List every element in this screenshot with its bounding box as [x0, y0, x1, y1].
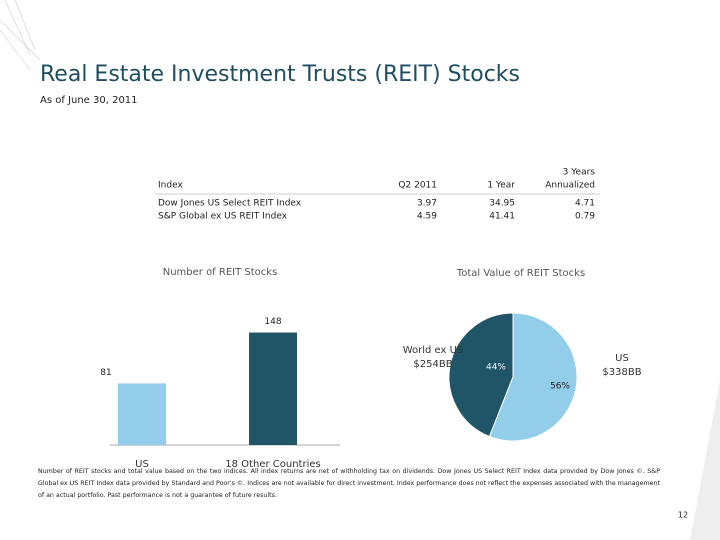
pie-slice — [448, 312, 514, 438]
table-cell: 3.97 — [417, 199, 437, 209]
amount-label: $338BB — [602, 367, 641, 378]
chart-title: Total Value of REIT Stocks — [456, 268, 585, 279]
category-label: US — [615, 353, 629, 364]
table-cell: 41.41 — [489, 212, 515, 222]
table-cell: 4.59 — [417, 212, 437, 222]
value-label: 56% — [550, 382, 570, 392]
amount-label: $254BB — [413, 359, 452, 370]
footnote: Number of REIT stocks and total value ba… — [38, 468, 660, 499]
column-header: 3 Years — [563, 168, 596, 178]
corner-shade — [690, 380, 720, 540]
column-header: Index — [158, 181, 183, 191]
chart-title: Number of REIT Stocks — [163, 267, 278, 278]
table-cell: 34.95 — [489, 199, 515, 209]
column-header: Annualized — [545, 181, 595, 191]
bar — [118, 383, 166, 445]
subtitle: As of June 30, 2011 — [40, 95, 138, 106]
corner-rays — [0, 0, 41, 71]
table-cell: S&P Global ex US REIT Index — [158, 212, 288, 222]
table-cell: 0.79 — [575, 212, 595, 222]
pie-slice — [488, 312, 578, 442]
table-cell: Dow Jones US Select REIT Index — [158, 199, 302, 209]
column-header: Q2 2011 — [398, 181, 437, 191]
x-tick-label: US — [135, 459, 149, 470]
bar — [249, 332, 297, 445]
value-label: 148 — [264, 317, 281, 327]
page-number: 12 — [678, 511, 688, 520]
column-header: 1 Year — [487, 181, 515, 191]
x-tick-label: 18 Other Countries — [225, 459, 320, 470]
value-label: 81 — [100, 368, 111, 378]
category-label: World ex US — [403, 345, 464, 356]
value-label: 44% — [486, 363, 506, 373]
table-cell: 4.71 — [575, 199, 595, 209]
title: Real Estate Investment Trusts (REIT) Sto… — [40, 62, 520, 87]
